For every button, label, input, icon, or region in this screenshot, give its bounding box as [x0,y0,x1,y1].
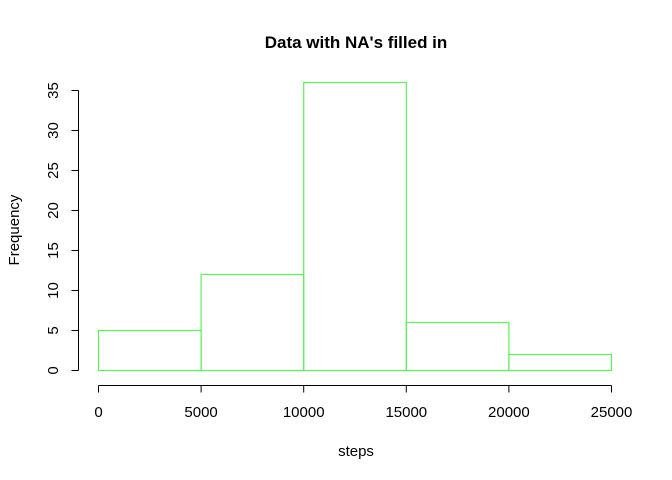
x-tick-label-3: 15000 [385,404,427,421]
y-tick-label-4: 20 [45,202,62,219]
histogram-bar-3 [405,321,510,372]
histogram-bar-0 [97,329,202,372]
y-tick-label-3: 15 [45,242,62,259]
x-tick-label-5: 25000 [591,404,633,421]
y-axis: 0 5 10 15 20 25 30 35 [45,82,79,375]
bars-group [97,81,613,372]
y-tick-label-0: 0 [45,366,62,374]
histogram-bar-4 [508,353,613,372]
x-axis-label: steps [338,443,374,460]
y-tick-label-2: 10 [45,282,62,299]
x-tick-label-4: 20000 [488,404,530,421]
histogram-bar-2 [303,81,407,372]
y-tick-label-6: 30 [45,122,62,139]
x-axis: 0 5000 10000 15000 20000 25000 [94,385,633,421]
y-tick-label-5: 25 [45,162,62,179]
chart-title: Data with NA's filled in [265,33,448,52]
y-axis-label: Frequency [6,194,23,265]
x-tick-label-2: 10000 [283,404,325,421]
x-tick-label-0: 0 [94,404,102,421]
y-tick-label-7: 35 [45,82,62,99]
x-tick-label-1: 5000 [184,404,217,421]
histogram-bar-1 [200,273,305,372]
y-tick-label-1: 5 [45,326,62,334]
